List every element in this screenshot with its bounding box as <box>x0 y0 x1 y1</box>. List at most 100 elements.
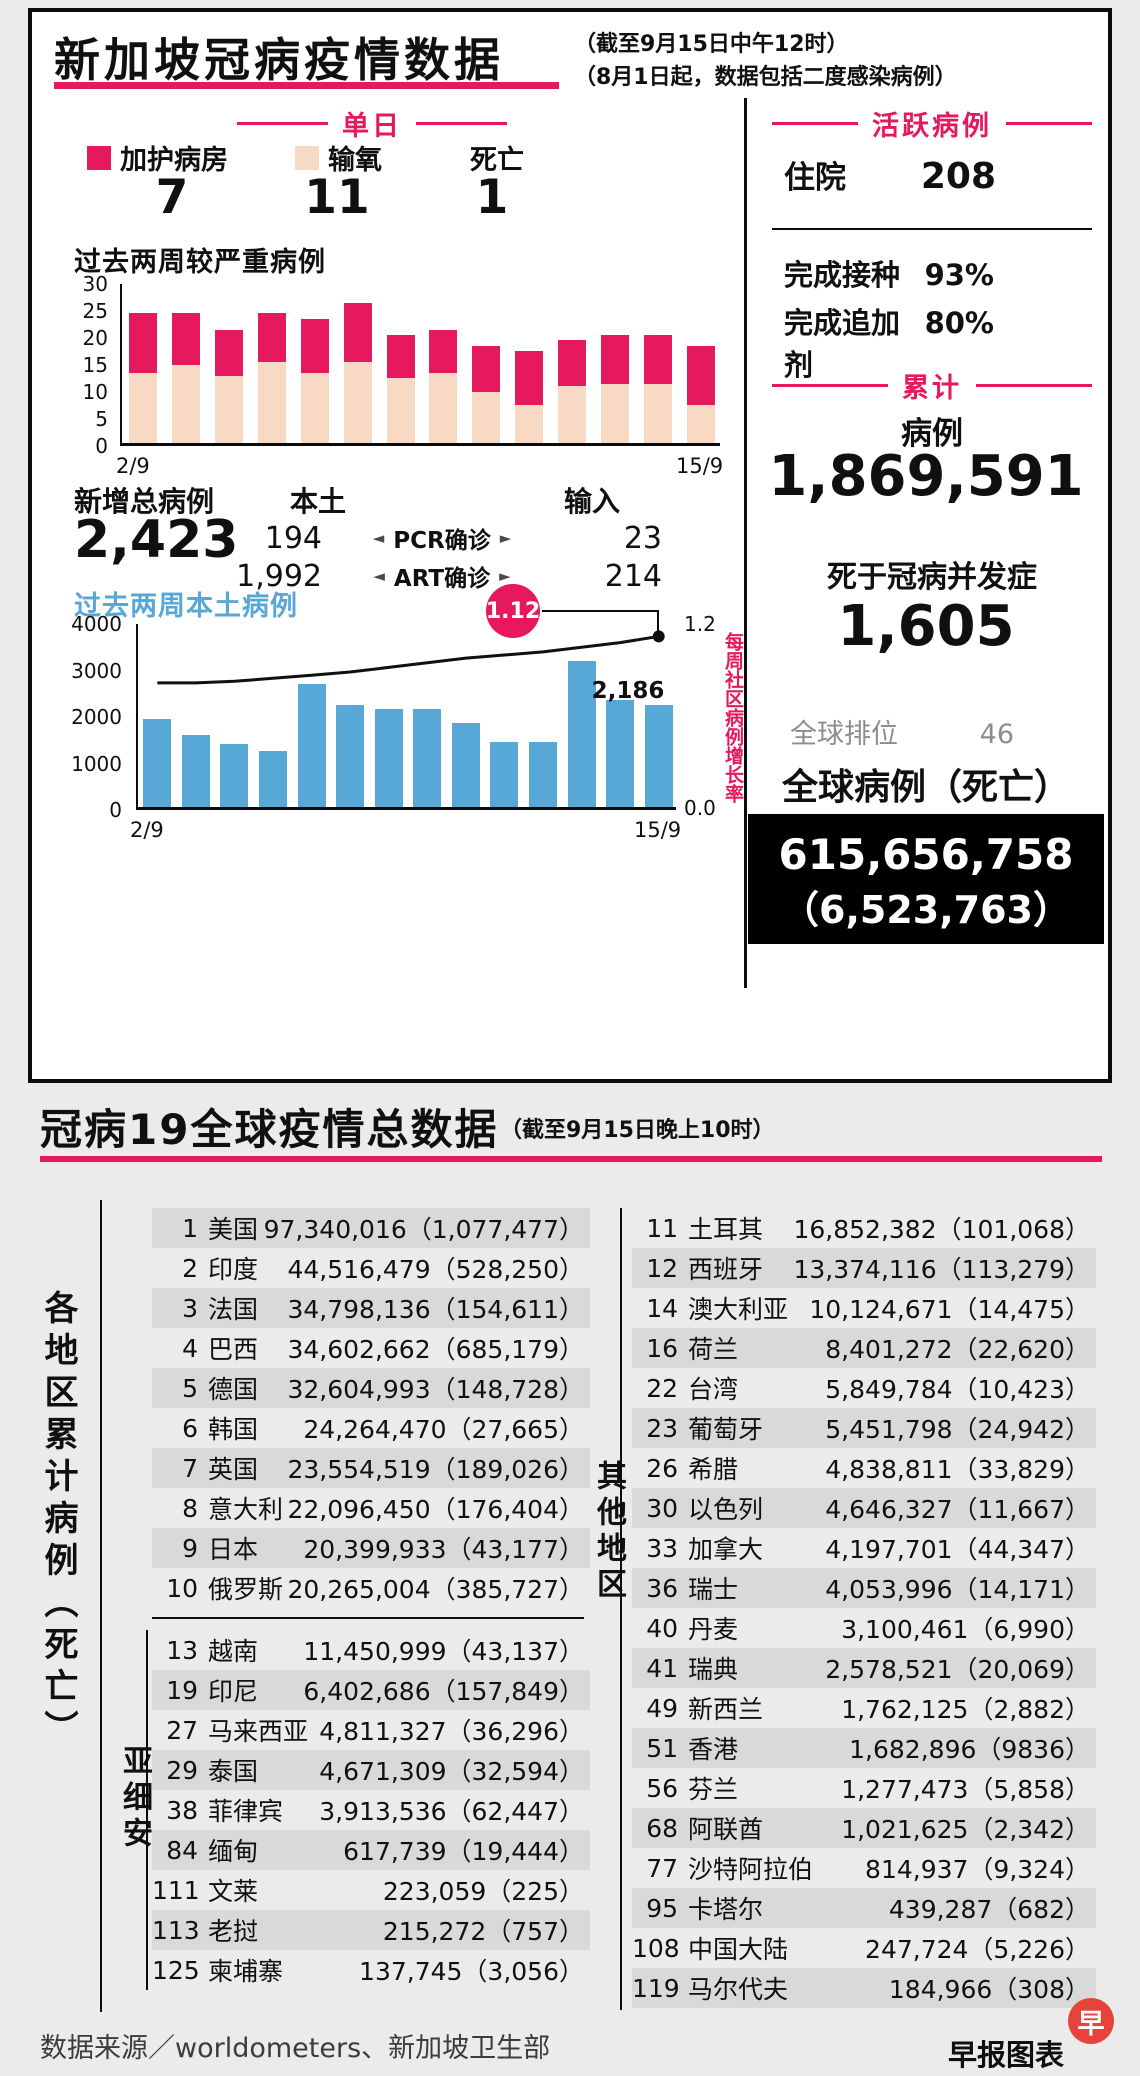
local-case-bar <box>259 751 287 807</box>
country-rank: 36 <box>646 1573 678 1603</box>
country-name: 西班牙 <box>688 1255 764 1284</box>
country-cases-deaths: 20,399,933（43,177） <box>303 1535 584 1564</box>
local-case-bar <box>143 718 172 807</box>
local-case-bar <box>336 704 365 807</box>
country-rank: 2 <box>182 1253 198 1283</box>
daily-header-label: 单日 <box>342 111 402 142</box>
last-bar-label: 2,186 <box>591 678 665 704</box>
table-row: 8 意大利 22,096,450（176,404） <box>152 1488 590 1528</box>
local-case-bar <box>490 741 519 807</box>
y-tick-label: 3000 <box>71 658 122 683</box>
country-name: 卡塔尔 <box>688 1895 764 1924</box>
severe-chart-plot <box>120 284 720 446</box>
header-rule <box>1006 122 1092 125</box>
country-name: 柬埔寨 <box>208 1957 284 1986</box>
country-name: 马尔代夫 <box>688 1975 789 2004</box>
table-row: 51 香港 1,682,896（9836） <box>632 1728 1096 1768</box>
country-name: 缅甸 <box>208 1837 259 1866</box>
country-name: 英国 <box>208 1455 259 1484</box>
world-note: （截至9月15日晚上10时） <box>500 1118 775 1143</box>
country-name: 美国 <box>208 1215 259 1244</box>
severe-bar <box>172 313 201 443</box>
country-name: 台湾 <box>688 1375 739 1404</box>
country-name: 葡萄牙 <box>688 1415 764 1444</box>
legend-oxygen-label: 输氧 <box>328 145 382 176</box>
severe-chart-yaxis: 0 5 10 15 20 25 30 <box>74 273 116 457</box>
icu-daily-count: 7 <box>155 170 189 225</box>
title-underline <box>54 82 559 89</box>
country-rank: 29 <box>166 1755 198 1785</box>
severe-x-first: 2/9 <box>116 454 150 478</box>
country-cases-deaths: 97,340,016（1,077,477） <box>263 1215 584 1244</box>
severe-bar <box>600 335 629 443</box>
country-name: 新西兰 <box>688 1695 764 1724</box>
growth-line-svg <box>157 630 665 685</box>
country-cases-deaths: 23,554,519（189,026） <box>287 1455 584 1484</box>
y-tick-label: 30 <box>82 272 108 296</box>
local-case-bar <box>413 709 442 807</box>
country-rank: 38 <box>166 1795 198 1825</box>
country-rank: 119 <box>632 1973 680 2003</box>
country-name: 印尼 <box>208 1677 259 1706</box>
country-cases-deaths: 1,682,896（9836） <box>849 1735 1090 1764</box>
country-rank: 13 <box>166 1635 198 1665</box>
country-rank: 77 <box>646 1853 678 1883</box>
country-cases-deaths: 137,745（3,056） <box>359 1957 584 1986</box>
source-credit: 数据来源／worldometers、新加坡卫生部 <box>40 2033 551 2064</box>
local-case-bar <box>181 734 210 807</box>
country-name: 意大利 <box>208 1495 284 1524</box>
country-name: 阿联酋 <box>688 1815 764 1844</box>
vaccinated-row: 完成接种 93% <box>784 252 994 294</box>
legend-oxygen: 输氧 <box>295 138 382 177</box>
table-row: 111 文莱 223,059（225） <box>152 1870 590 1910</box>
icu-swatch-icon <box>87 145 111 170</box>
y-tick-label: 2000 <box>71 705 122 729</box>
newcases-local-label: 本土 <box>289 485 346 518</box>
country-rank: 12 <box>646 1253 678 1283</box>
country-name: 荷兰 <box>688 1335 739 1364</box>
table-row: 4 巴西 34,602,662（685,179） <box>152 1328 590 1368</box>
country-cases-deaths: 2,578,521（20,069） <box>825 1655 1090 1684</box>
country-rank: 113 <box>152 1915 200 1945</box>
table-row: 119 马尔代夫 184,966（308） <box>632 1968 1096 2008</box>
country-rank: 111 <box>152 1875 200 1905</box>
booster-row: 完成追加剂 80% <box>784 300 994 384</box>
title-note-2: （8月1日起，数据包括二度感染病例） <box>574 65 957 90</box>
country-rank: 95 <box>646 1893 678 1923</box>
legend-death-label: 死亡 <box>470 145 524 176</box>
y-tick-label: 10 <box>82 380 108 404</box>
table-row: 108 中国大陆 247,724（5,226） <box>632 1928 1096 1968</box>
country-name: 瑞典 <box>688 1655 739 1684</box>
world-title-underline <box>40 1156 1102 1162</box>
asean-rows: 13 越南 11,450,999（43,137） 19 印尼 6,402,686（157,… <box>152 1630 590 1990</box>
pcr-row: 194 ◄ PCR确诊 ► 23 <box>202 520 662 556</box>
table-row: 7 英国 23,554,519（189,026） <box>152 1448 590 1488</box>
table-row: 56 芬兰 1,277,473（5,858） <box>632 1768 1096 1808</box>
country-cases-deaths: 6,402,686（157,849） <box>303 1677 584 1706</box>
severe-bar <box>215 329 244 443</box>
severe-bar <box>386 335 415 443</box>
country-rank: 68 <box>646 1813 678 1843</box>
country-rank: 8 <box>182 1493 198 1523</box>
others-label: 其他地区 <box>591 1460 626 1604</box>
global-deaths-value: （6,523,763） <box>781 888 1071 932</box>
country-cases-deaths: 3,100,461（6,990） <box>841 1615 1090 1644</box>
global-rank-label: 全球排位 <box>790 719 898 750</box>
local-case-bar <box>297 683 326 807</box>
newcases-total-value: 2,423 <box>74 510 239 570</box>
daily-section-header: 单日 <box>237 104 507 143</box>
table-row: 27 马来西亚 4,811,327（36,296） <box>152 1710 590 1750</box>
country-rank: 11 <box>646 1213 678 1243</box>
country-name: 巴西 <box>208 1335 259 1364</box>
country-cases-deaths: 4,811,327（36,296） <box>319 1717 584 1746</box>
top10-rows: 1 美国 97,340,016（1,077,477） 2 印度 44,516,479（52… <box>152 1208 590 1608</box>
country-name: 俄罗斯 <box>208 1575 284 1604</box>
severe-bar <box>300 318 329 443</box>
table-row: 3 法国 34,798,136（154,611） <box>152 1288 590 1328</box>
y-tick-label: 20 <box>82 326 108 350</box>
zaobao-logo: 早 <box>1068 1998 1114 2044</box>
table-row: 14 澳大利亚 10,124,671（14,475） <box>632 1288 1096 1328</box>
hospital-label: 住院 <box>784 160 846 196</box>
table-row: 40 丹麦 3,100,461（6,990） <box>632 1608 1096 1648</box>
country-name: 印度 <box>208 1255 259 1284</box>
